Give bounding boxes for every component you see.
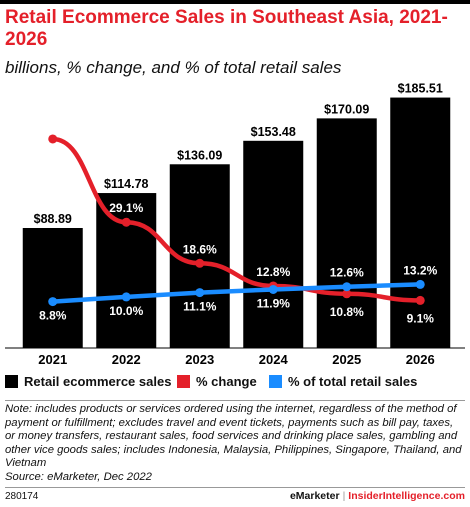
point-pct-change-2025 bbox=[342, 289, 352, 299]
label-pct-change-2026: 9.1% bbox=[407, 311, 435, 325]
x-tick-2021: 2021 bbox=[38, 352, 67, 367]
label-pct-total-2024: 11.9% bbox=[257, 296, 291, 310]
line-pct-total bbox=[50, 282, 423, 304]
bar-label-2021: $88.89 bbox=[34, 212, 72, 226]
legend-label-share: % of total retail sales bbox=[288, 374, 418, 389]
bar-label-2023: $136.09 bbox=[177, 148, 222, 162]
point-pct-total-2026 bbox=[415, 279, 425, 289]
brand-emarketer: eMarketer bbox=[289, 490, 340, 502]
point-pct-total-2024 bbox=[268, 284, 278, 294]
x-tick-2022: 2022 bbox=[112, 352, 141, 367]
bar-2024 bbox=[243, 140, 304, 348]
chart-subtitle: billions, % change, and % of total retai… bbox=[5, 58, 342, 77]
x-tick-2025: 2025 bbox=[332, 352, 361, 367]
label-pct-total-2025: 12.6% bbox=[330, 266, 364, 280]
legend-item-sales: Retail ecommerce sales bbox=[5, 374, 171, 389]
footer-divider bbox=[5, 487, 465, 488]
label-pct-change-2025: 10.8% bbox=[330, 305, 364, 319]
bar-2021 bbox=[22, 227, 83, 348]
legend-item-share: % of total retail sales bbox=[269, 374, 417, 389]
chart-plot: $88.89 2021 $114.78 2022 $136.09 2023 $153.48 2… bbox=[5, 82, 465, 367]
bar-label-2024: $153.48 bbox=[251, 125, 296, 139]
legend-swatch-share bbox=[269, 375, 282, 388]
legend-item-change: % change bbox=[177, 374, 257, 389]
note-text: Note: includes products or services orde… bbox=[5, 403, 462, 470]
point-pct-total-2021 bbox=[48, 297, 58, 307]
footer-brand: eMarketer | InsiderIntelligence.com bbox=[290, 490, 465, 502]
label-pct-change-2022: 29.1% bbox=[109, 201, 143, 215]
brand-insider-intelligence: InsiderIntelligence.com bbox=[348, 490, 465, 502]
legend-label-change: % change bbox=[196, 374, 257, 389]
label-pct-change-2024: 12.8% bbox=[256, 265, 290, 279]
chart-title: Retail Ecommerce Sales in Southeast Asia… bbox=[5, 7, 448, 50]
top-rule bbox=[0, 0, 470, 4]
point-pct-total-2025 bbox=[342, 282, 352, 292]
point-pct-change-2026 bbox=[415, 295, 425, 305]
point-pct-change-2023 bbox=[195, 258, 205, 268]
brand-separator: | bbox=[342, 490, 346, 502]
label-pct-total-2022: 10.0% bbox=[109, 304, 143, 318]
bar-2026 bbox=[390, 97, 451, 349]
chart-id: 280174 bbox=[5, 491, 39, 502]
bar-2025 bbox=[316, 118, 377, 348]
bar-label-2026: $185.51 bbox=[398, 82, 443, 96]
label-pct-total-2023: 11.1% bbox=[183, 300, 217, 314]
x-tick-2026: 2026 bbox=[406, 352, 435, 367]
source-text: Source: eMarketer, Dec 2022 bbox=[5, 470, 152, 483]
label-pct-change-2021: 50.4% bbox=[36, 118, 70, 132]
legend: Retail ecommerce sales % change % of tot… bbox=[0, 374, 470, 396]
legend-label-sales: Retail ecommerce sales bbox=[24, 374, 172, 389]
legend-swatch-sales bbox=[5, 375, 18, 388]
bar-label-2022: $114.78 bbox=[104, 177, 149, 191]
point-pct-change-2022 bbox=[121, 217, 131, 227]
note-divider bbox=[5, 400, 465, 401]
bar-2022 bbox=[96, 193, 157, 348]
chart-note: Note: includes products or services orde… bbox=[5, 403, 465, 485]
legend-swatch-change bbox=[177, 375, 190, 388]
x-tick-2023: 2023 bbox=[185, 352, 214, 367]
point-pct-change-2021 bbox=[48, 134, 58, 144]
label-pct-change-2023: 18.6% bbox=[183, 242, 217, 256]
label-pct-total-2021: 8.8% bbox=[39, 309, 67, 323]
point-pct-total-2022 bbox=[121, 292, 131, 302]
bar-label-2025: $170.09 bbox=[324, 102, 369, 116]
x-tick-2024: 2024 bbox=[259, 352, 289, 367]
point-pct-total-2023 bbox=[195, 288, 205, 298]
label-pct-total-2026: 13.2% bbox=[403, 263, 437, 277]
